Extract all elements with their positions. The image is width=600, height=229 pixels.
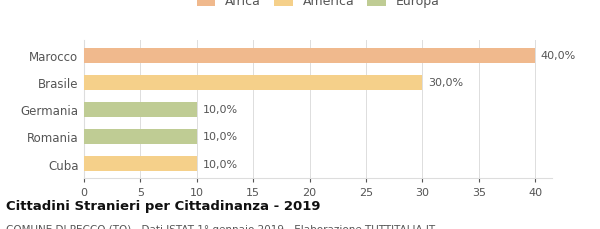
Text: COMUNE DI PECCO (TO) - Dati ISTAT 1° gennaio 2019 - Elaborazione TUTTITALIA.IT: COMUNE DI PECCO (TO) - Dati ISTAT 1° gen… [6, 224, 435, 229]
Text: 30,0%: 30,0% [428, 78, 463, 88]
Legend: Africa, America, Europa: Africa, America, Europa [191, 0, 445, 13]
Bar [84, 103, 197, 117]
Bar [84, 76, 422, 90]
Text: Cittadini Stranieri per Cittadinanza - 2019: Cittadini Stranieri per Cittadinanza - 2… [6, 199, 320, 212]
Bar [84, 156, 197, 171]
Text: 10,0%: 10,0% [202, 132, 238, 142]
Text: 10,0%: 10,0% [202, 105, 238, 115]
Bar [84, 129, 197, 144]
Text: 10,0%: 10,0% [202, 159, 238, 169]
Bar [84, 49, 535, 63]
Text: 40,0%: 40,0% [541, 51, 576, 61]
